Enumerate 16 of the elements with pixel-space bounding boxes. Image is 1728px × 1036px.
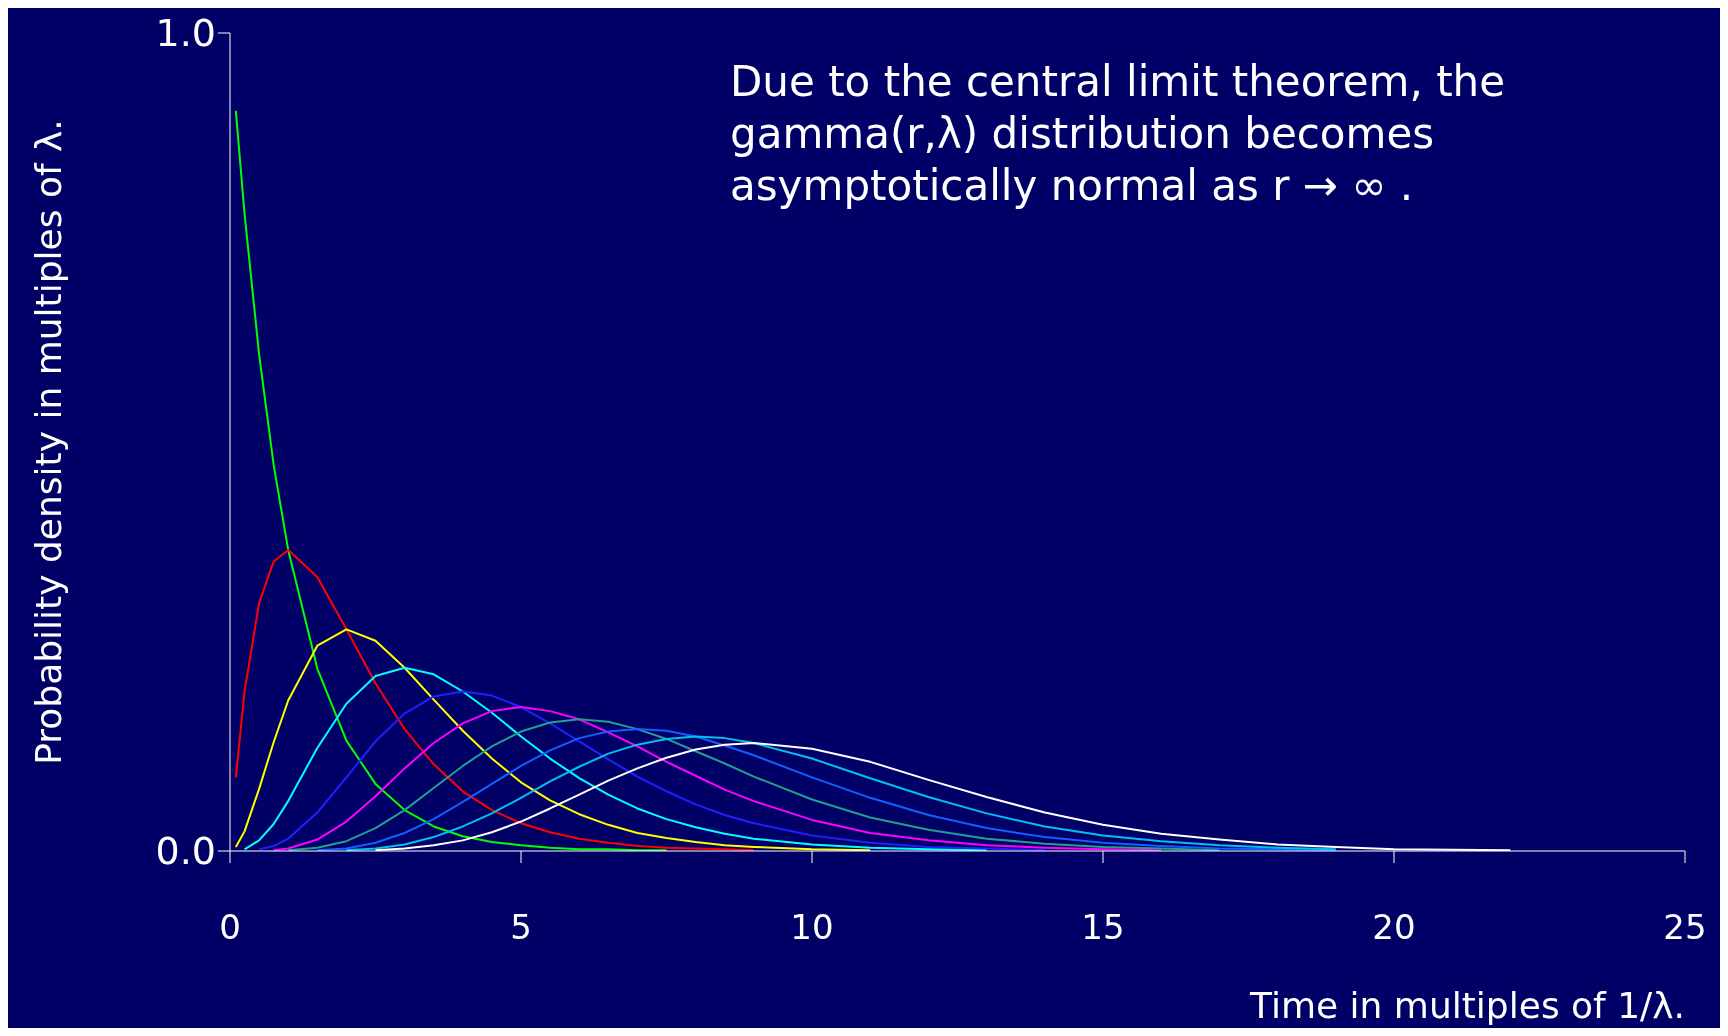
line-series [234, 548, 755, 851]
x-tick-label: 15 [1081, 907, 1125, 948]
annotation: Due to the central limit theorem, the gamma(r,λ) distribution becomes asymptotically normal as r → ∞ . [730, 56, 1507, 212]
x-tick-label: 5 [510, 907, 532, 948]
x-tick-label: 10 [790, 907, 834, 948]
x-axis-title: Time in multiples of 1/λ. [1249, 985, 1685, 1026]
line-series [258, 690, 1046, 851]
x-tick-label: 0 [219, 907, 241, 948]
x-tick-label: 20 [1372, 907, 1416, 948]
line-series [234, 628, 872, 851]
x-tick-label: 25 [1663, 907, 1707, 948]
y-tick-label: 1.0 [155, 11, 216, 56]
y-tick-label: 0.0 [155, 829, 216, 874]
line-series [234, 109, 668, 851]
y-axis-title: Probability density in multiples of λ. [27, 119, 69, 765]
line-series [243, 666, 988, 851]
